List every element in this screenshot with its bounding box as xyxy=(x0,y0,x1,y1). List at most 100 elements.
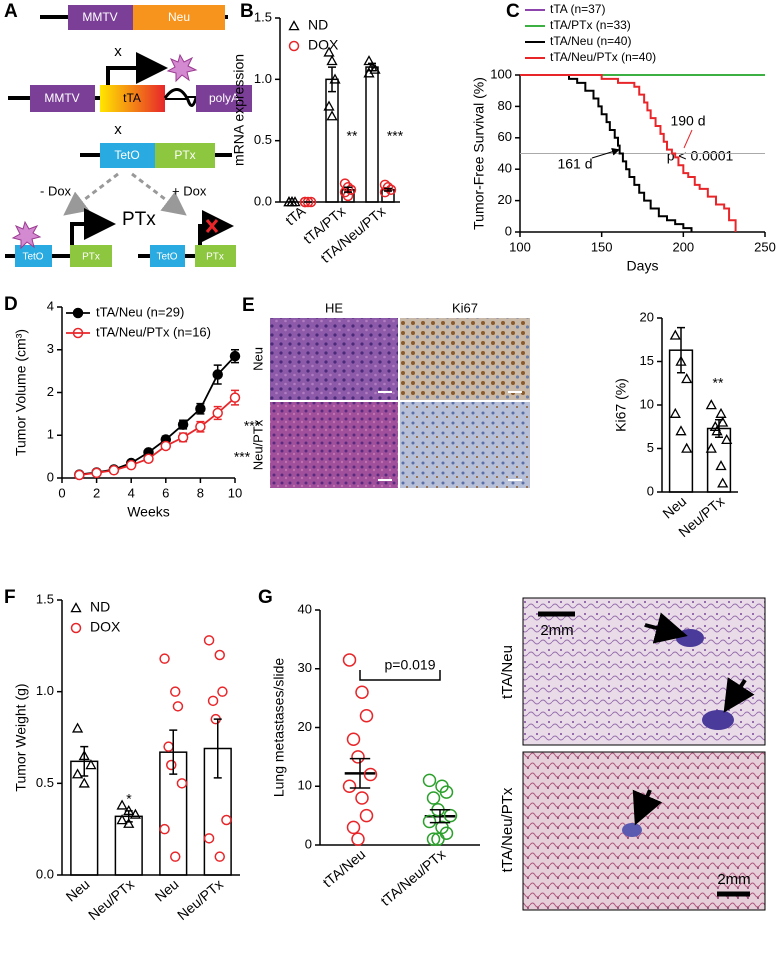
micrographs: HE Ki67 Neu Neu/PTx xyxy=(250,300,530,488)
scale-bar-label: 2mm xyxy=(540,622,573,639)
data-point xyxy=(426,832,441,846)
y-tick-label: 3 xyxy=(47,341,54,356)
legend-label: tTA/Neu/PTx (n=16) xyxy=(96,324,211,339)
x-axis-label: Weeks xyxy=(127,504,170,520)
scale-bar-label: 2mm xyxy=(717,871,750,888)
y-tick-label: 40 xyxy=(498,161,512,176)
annotation: 161 d xyxy=(557,156,592,172)
data-point xyxy=(229,392,241,403)
panel-label: C xyxy=(506,1,520,22)
data-point xyxy=(681,373,693,384)
error-bar xyxy=(677,326,685,374)
y-tick-label: 0 xyxy=(305,836,312,851)
diagram-label: PTx xyxy=(174,148,195,162)
error-bar xyxy=(368,62,376,72)
y-tick-label: 1.5 xyxy=(36,591,54,606)
data-point xyxy=(177,432,189,443)
diagram-label: TetO xyxy=(156,252,177,263)
error-bar xyxy=(349,757,371,789)
data-point xyxy=(72,327,84,339)
data-point xyxy=(123,817,135,828)
bar xyxy=(706,427,732,493)
data-point xyxy=(346,732,361,746)
diagram-label: TetO xyxy=(22,252,43,263)
legend-label: tTA (n=37) xyxy=(550,2,605,16)
data-point xyxy=(129,808,142,819)
x-tick-label: 0 xyxy=(58,485,65,500)
data-point xyxy=(221,814,232,826)
legend-label: tTA/Neu (n=40) xyxy=(550,34,631,48)
data-point xyxy=(207,695,219,707)
error-bar xyxy=(80,745,89,777)
data-point xyxy=(176,778,188,789)
y-tick-label: 30 xyxy=(298,660,312,675)
data-point xyxy=(163,741,174,752)
y-tick-label: 20 xyxy=(640,309,654,324)
diagram-label: tTA xyxy=(123,91,141,105)
data-point xyxy=(379,186,391,198)
y-tick-label: 1.0 xyxy=(254,71,272,86)
diagram: MMTV Neu x MMTV tTA polyA x TetO PTx - D… xyxy=(5,5,252,267)
x-tick-label: 10 xyxy=(228,485,242,500)
data-point xyxy=(78,777,90,788)
annotation: *** xyxy=(387,128,404,144)
error-bar xyxy=(213,718,222,779)
data-point xyxy=(342,653,357,667)
x-tick-label: 150 xyxy=(591,239,613,254)
y-tick-label: 0 xyxy=(647,483,654,498)
panel-label: D xyxy=(4,294,18,315)
y-tick-label: 0.5 xyxy=(36,775,54,790)
y-tick-label: 20 xyxy=(298,719,312,734)
diagram-label: x xyxy=(114,43,122,60)
panel-label: B xyxy=(240,1,254,22)
micrographs: 2mm 2mm tTA/Neu tTA/Neu/PTx xyxy=(499,597,766,911)
error-bar xyxy=(429,809,451,824)
annotation: *** xyxy=(244,418,261,434)
data-point xyxy=(717,477,729,488)
data-point xyxy=(385,184,397,195)
y-tick-label: 40 xyxy=(298,601,312,616)
line xyxy=(79,355,236,476)
data-point xyxy=(302,196,314,208)
y-tick-label: 5 xyxy=(647,440,654,455)
annotation-arrow xyxy=(683,129,693,149)
data-point xyxy=(422,814,437,829)
y-tick-label: 0 xyxy=(505,223,512,238)
data-point xyxy=(116,799,128,810)
data-point xyxy=(422,773,437,788)
data-point xyxy=(172,701,184,712)
data-point xyxy=(229,350,241,362)
data-point xyxy=(717,416,729,427)
annotation: p=0.019 xyxy=(385,657,436,673)
data-point xyxy=(177,419,189,430)
y-tick-label: 100 xyxy=(490,66,512,81)
data-point xyxy=(359,808,374,823)
y-tick-label: 20 xyxy=(498,192,512,207)
diagram-label: + Dox xyxy=(172,183,207,198)
y-tick-label: 1.5 xyxy=(254,9,272,24)
data-point xyxy=(91,467,102,479)
data-point xyxy=(71,768,84,779)
x-tick-label: Neu/PTx xyxy=(174,876,226,923)
data-point xyxy=(351,832,365,846)
data-point xyxy=(705,399,717,410)
data-point xyxy=(715,407,727,418)
data-point xyxy=(431,832,445,846)
line xyxy=(520,74,693,232)
y-tick-label: 60 xyxy=(498,129,512,144)
y-tick-label: 15 xyxy=(640,353,654,368)
data-point xyxy=(715,460,727,471)
data-point xyxy=(326,55,338,66)
data-point xyxy=(355,685,369,699)
data-point xyxy=(345,184,357,195)
legend-label: DOX xyxy=(308,37,339,53)
row-label: tTA/Neu xyxy=(499,645,516,699)
data-point xyxy=(217,686,228,697)
data-point xyxy=(669,407,681,418)
annotation: ** xyxy=(713,375,724,391)
x-tick-label: Neu xyxy=(152,876,182,905)
data-point xyxy=(669,329,681,340)
row-label: tTA/Neu/PTx xyxy=(499,787,516,872)
diagram-label: MMTV xyxy=(82,10,117,24)
data-point xyxy=(125,459,137,471)
